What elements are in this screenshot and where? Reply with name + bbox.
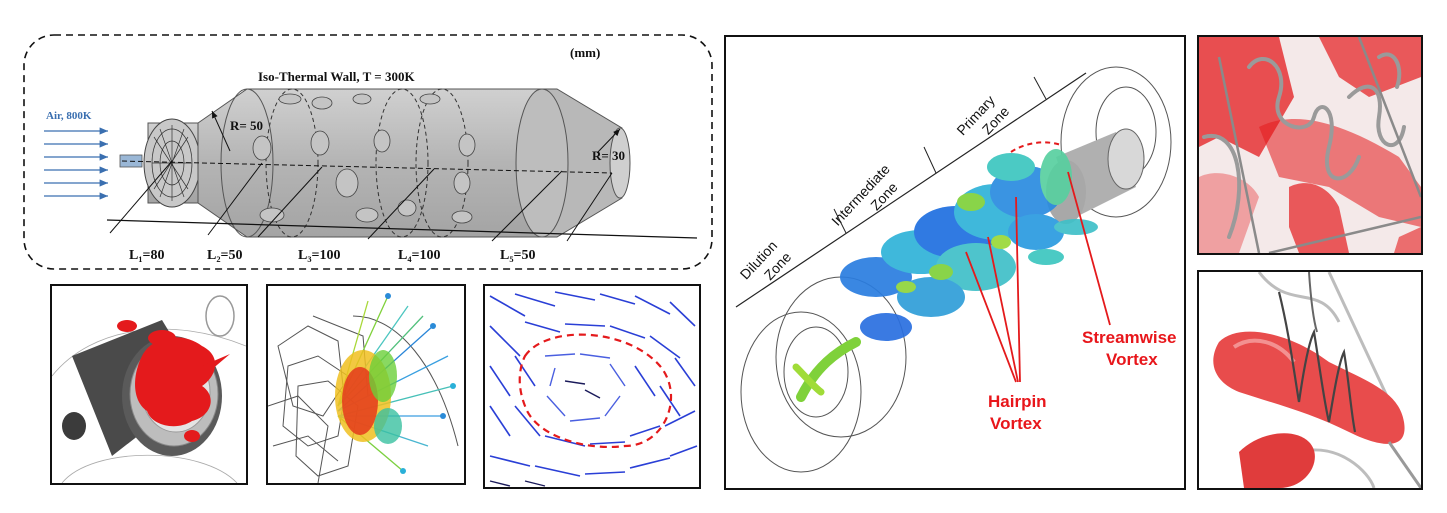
hairpin-vortex-label-2: Vortex: [990, 414, 1042, 433]
radius-large-label: R= 50: [230, 118, 263, 133]
streamwise-vortex-label-2: Vortex: [1106, 350, 1158, 369]
length-label-3: L₃=100: [298, 248, 341, 263]
combustor-schematic: Air, 800K: [22, 33, 714, 271]
streamline-panel: [266, 284, 466, 485]
zone-axis-line: [735, 72, 1087, 308]
hairpin-closeup-image: [1199, 37, 1421, 253]
length-label-4: L₄=100: [398, 248, 441, 263]
inlet-arrows: [44, 127, 108, 200]
inlet-label: Air, 800K: [46, 110, 92, 122]
wall-label: Iso-Thermal Wall, T = 300K: [258, 69, 415, 84]
schematic-svg: Air, 800K: [23, 34, 713, 270]
streamwise-closeup-panel: [1197, 270, 1423, 490]
length-label-1: L₁=80: [129, 248, 165, 263]
vector-field-panel: [483, 284, 701, 489]
streamwise-vortex-label-1: Streamwise: [1082, 328, 1177, 347]
streamline-image: [268, 293, 459, 483]
radius-small-label: R= 30: [592, 148, 625, 163]
unit-label: (mm): [570, 45, 600, 60]
swirler-isosurface-image: [52, 295, 246, 483]
streamwise-closeup-image: [1213, 272, 1421, 488]
schematic-border: [23, 34, 713, 270]
vortex-structure-image: Dilution Zone Intermediate Zone Primary …: [735, 66, 1177, 473]
combustor-body: [106, 88, 698, 242]
swirler-isosurface-panel: [50, 284, 248, 485]
vortex-structure-panel: Dilution Zone Intermediate Zone Primary …: [724, 35, 1186, 490]
length-label-2: L₂=50: [207, 248, 243, 263]
vector-field-image: [489, 291, 698, 487]
hairpin-closeup-panel: [1197, 35, 1423, 255]
hairpin-vortex-label-1: Hairpin: [988, 392, 1047, 411]
length-label-5: L₅=50: [500, 248, 536, 263]
